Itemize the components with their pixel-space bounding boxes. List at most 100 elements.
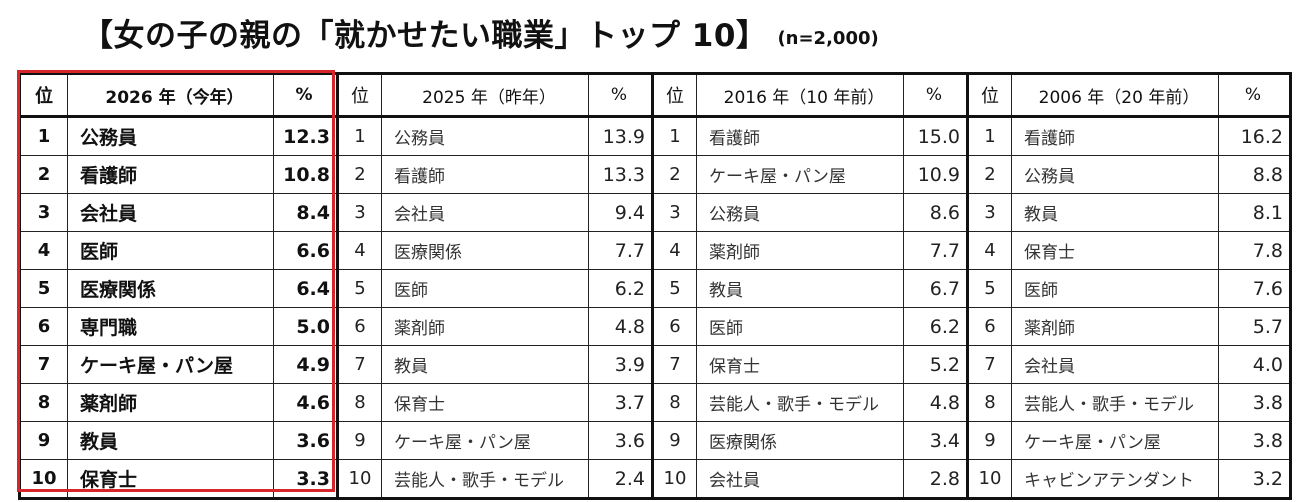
job-cell: 医療関係 [67, 269, 274, 308]
rank-cell: 3 [966, 193, 1012, 232]
table-row: 8 薬剤師 4.6 8 保育士 3.7 8 芸能人・歌手・モデル 4.8 8 芸能人・歌手・モデル 3… [18, 383, 1292, 422]
year-header-2016: 2016 年（10 年前） [696, 72, 904, 118]
rank-cell: 4 [651, 231, 697, 270]
job-cell: ケーキ屋・パン屋 [696, 155, 904, 194]
job-cell: 薬剤師 [1011, 307, 1219, 346]
job-cell: 公務員 [67, 116, 274, 156]
job-cell: 医師 [381, 269, 589, 308]
table-row: 3 会社員 8.4 3 会社員 9.4 3 公務員 8.6 3 教員 8.1 [18, 193, 1292, 232]
rank-header: 位 [18, 72, 68, 118]
pct-cell: 7.7 [903, 231, 968, 270]
pct-cell: 10.8 [273, 155, 338, 194]
rank-cell: 8 [18, 383, 68, 422]
rank-cell: 1 [651, 116, 697, 156]
rank-cell: 10 [18, 459, 68, 500]
job-cell: 公務員 [1011, 155, 1219, 194]
year-header-2006: 2006 年（20 年前） [1011, 72, 1219, 118]
rank-cell: 10 [651, 459, 697, 500]
pct-cell: 3.7 [588, 383, 653, 422]
rank-cell: 6 [651, 307, 697, 346]
rank-header: 位 [651, 72, 697, 118]
ranking-body: 1 公務員 12.3 1 公務員 13.9 1 看護師 15.0 1 看護師 16.2 2 看護師 10.8… [18, 116, 1292, 500]
rank-cell: 3 [651, 193, 697, 232]
pct-header: % [588, 72, 653, 118]
rank-cell: 9 [966, 421, 1012, 460]
pct-cell: 8.1 [1218, 193, 1292, 232]
job-cell: 医療関係 [381, 231, 589, 270]
job-cell: 看護師 [1011, 116, 1219, 156]
job-cell: 薬剤師 [67, 383, 274, 422]
year-header-2026: 2026 年（今年） [67, 72, 274, 118]
pct-cell: 6.6 [273, 231, 338, 270]
job-cell: 芸能人・歌手・モデル [696, 383, 904, 422]
job-cell: 看護師 [696, 116, 904, 156]
rank-cell: 3 [336, 193, 382, 232]
pct-cell: 3.2 [1218, 459, 1292, 500]
pct-cell: 4.8 [903, 383, 968, 422]
rank-cell: 4 [966, 231, 1012, 270]
rank-cell: 5 [18, 269, 68, 308]
pct-cell: 6.4 [273, 269, 338, 308]
job-cell: 公務員 [696, 193, 904, 232]
pct-cell: 16.2 [1218, 116, 1292, 156]
rank-cell: 4 [336, 231, 382, 270]
pct-cell: 3.8 [1218, 383, 1292, 422]
rank-cell: 7 [651, 345, 697, 384]
rank-cell: 4 [18, 231, 68, 270]
pct-cell: 3.6 [273, 421, 338, 460]
pct-cell: 4.6 [273, 383, 338, 422]
pct-cell: 9.4 [588, 193, 653, 232]
pct-cell: 3.4 [903, 421, 968, 460]
table-row: 4 医師 6.6 4 医療関係 7.7 4 薬剤師 7.7 4 保育士 7.8 [18, 231, 1292, 270]
job-cell: ケーキ屋・パン屋 [1011, 421, 1219, 460]
title-area: 【女の子の親の「就かせたい職業」トップ 10】 (n=2,000) [82, 4, 879, 62]
rank-header: 位 [336, 72, 382, 118]
rank-cell: 5 [651, 269, 697, 308]
pct-cell: 8.6 [903, 193, 968, 232]
job-cell: 芸能人・歌手・モデル [1011, 383, 1219, 422]
job-cell: 会社員 [381, 193, 589, 232]
table-row: 10 保育士 3.3 10 芸能人・歌手・モデル 2.4 10 会社員 2.8 10 キャビンアテン… [18, 459, 1292, 500]
pct-cell: 2.4 [588, 459, 653, 500]
pct-cell: 7.8 [1218, 231, 1292, 270]
pct-cell: 5.7 [1218, 307, 1292, 346]
pct-cell: 2.8 [903, 459, 968, 500]
job-cell: 薬剤師 [381, 307, 589, 346]
table-row: 9 教員 3.6 9 ケーキ屋・パン屋 3.6 9 医療関係 3.4 9 ケーキ屋・パン屋 3.8 [18, 421, 1292, 460]
rank-cell: 5 [966, 269, 1012, 308]
pct-cell: 6.2 [903, 307, 968, 346]
rank-cell: 10 [966, 459, 1012, 500]
pct-cell: 4.0 [1218, 345, 1292, 384]
pct-cell: 10.9 [903, 155, 968, 194]
job-cell: 医療関係 [696, 421, 904, 460]
pct-cell: 6.2 [588, 269, 653, 308]
job-cell: 会社員 [1011, 345, 1219, 384]
rank-cell: 6 [18, 307, 68, 346]
rank-cell: 2 [966, 155, 1012, 194]
pct-header: % [273, 72, 338, 118]
pct-header: % [1218, 72, 1292, 118]
rank-cell: 10 [336, 459, 382, 500]
job-cell: 保育士 [381, 383, 589, 422]
pct-cell: 13.3 [588, 155, 653, 194]
job-cell: キャビンアテンダント [1011, 459, 1219, 500]
pct-cell: 7.7 [588, 231, 653, 270]
job-cell: 医師 [67, 231, 274, 270]
job-cell: 保育士 [67, 459, 274, 500]
job-cell: 医師 [696, 307, 904, 346]
job-cell: 教員 [67, 421, 274, 460]
pct-cell: 6.7 [903, 269, 968, 308]
pct-cell: 7.6 [1218, 269, 1292, 308]
pct-cell: 5.2 [903, 345, 968, 384]
rank-cell: 1 [336, 116, 382, 156]
pct-cell: 5.0 [273, 307, 338, 346]
pct-cell: 12.3 [273, 116, 338, 156]
rank-header: 位 [966, 72, 1012, 118]
rank-cell: 9 [336, 421, 382, 460]
pct-cell: 8.8 [1218, 155, 1292, 194]
sample-size: (n=2,000) [777, 28, 879, 49]
rank-cell: 7 [18, 345, 68, 384]
page-title: 【女の子の親の「就かせたい職業」トップ 10】 [82, 18, 768, 54]
job-cell: ケーキ屋・パン屋 [67, 345, 274, 384]
rank-cell: 9 [18, 421, 68, 460]
